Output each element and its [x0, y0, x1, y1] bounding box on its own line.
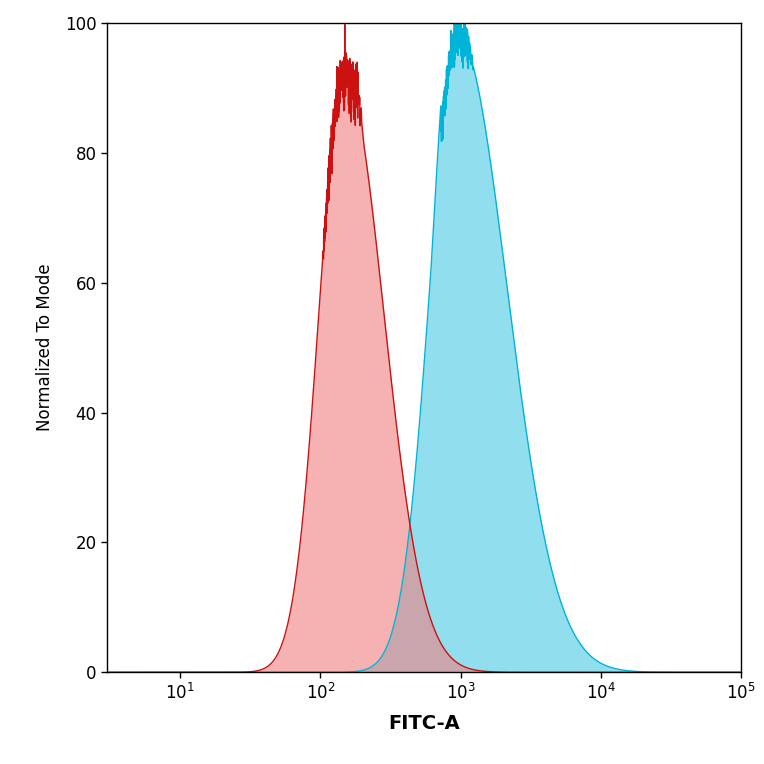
Y-axis label: Normalized To Mode: Normalized To Mode — [36, 264, 53, 432]
X-axis label: FITC-A: FITC-A — [388, 714, 460, 733]
